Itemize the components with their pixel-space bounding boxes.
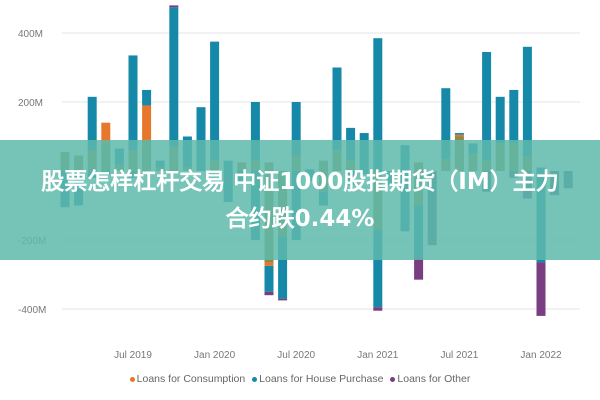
- y-tick-label: 200M: [18, 98, 43, 109]
- legend-dot-icon: [252, 376, 258, 382]
- bar-segment-jan-2021[interactable]: [373, 38, 383, 171]
- legend-item-house-purchase[interactable]: Loans for House Purchase: [252, 373, 383, 385]
- bar-segment-jun-2020[interactable]: [278, 236, 288, 299]
- bar-segment-jan-2021[interactable]: [373, 229, 383, 308]
- bar-segment-oct-2020[interactable]: [332, 67, 342, 151]
- x-tick-label: Jan 2022: [520, 350, 562, 361]
- bar-segment-jan-2022[interactable]: [536, 262, 546, 316]
- bar-segment-jan-2021[interactable]: [373, 307, 383, 311]
- bar-segment-nov-2021[interactable]: [509, 89, 519, 144]
- bar-segment-dec-2021[interactable]: [522, 46, 532, 158]
- x-tick-label: Jan 2021: [357, 350, 399, 361]
- x-tick-label: Jul 2019: [114, 350, 152, 361]
- bar-segment-aug-2019[interactable]: [142, 105, 152, 140]
- bar-segment-oct-2019[interactable]: [169, 7, 179, 147]
- chart-legend: Loans for Consumption Loans for House Pu…: [0, 373, 600, 385]
- bar-segment-may-2019[interactable]: [101, 122, 111, 144]
- bar-segment-jun-2020[interactable]: [278, 298, 288, 301]
- x-tick-label: Jan 2020: [194, 350, 236, 361]
- headline-banner: 股票怎样杠杆交易 中证1000股指期货（IM）主力 合约跌0.44%: [0, 140, 600, 260]
- y-tick-label: -400M: [18, 305, 46, 316]
- bar-segment-apr-2021[interactable]: [414, 257, 424, 280]
- y-tick-label: 400M: [18, 29, 43, 40]
- headline-line-1: 股票怎样杠杆交易 中证1000股指期货（IM）主力: [41, 169, 559, 195]
- bar-segment-jun-2021[interactable]: [441, 88, 451, 159]
- bar-segment-jan-2020[interactable]: [210, 41, 220, 161]
- bar-segment-dec-2019[interactable]: [196, 107, 206, 171]
- legend-item-other[interactable]: Loans for Other: [390, 373, 470, 385]
- bar-segment-jul-2019[interactable]: [128, 55, 138, 151]
- bar-segment-jul-2021[interactable]: [454, 134, 464, 137]
- bar-segment-sep-2021[interactable]: [482, 51, 492, 161]
- headline-line-2: 合约跌0.44%: [225, 206, 375, 232]
- legend-dot-icon: [390, 376, 396, 382]
- bar-segment-apr-2019[interactable]: [87, 96, 97, 151]
- bar-segment-may-2020[interactable]: [264, 291, 274, 296]
- bar-segment-may-2020[interactable]: [264, 265, 274, 292]
- bar-segment-aug-2019[interactable]: [142, 89, 152, 106]
- bar-segment-may-2020[interactable]: [264, 262, 274, 266]
- legend-dot-icon: [129, 376, 135, 382]
- bar-segment-apr-2020[interactable]: [250, 102, 260, 161]
- legend-item-consumption[interactable]: Loans for Consumption: [129, 373, 245, 385]
- bar-segment-oct-2021[interactable]: [495, 96, 505, 144]
- x-tick-label: Jul 2021: [440, 350, 478, 361]
- bar-segment-oct-2019[interactable]: [169, 5, 179, 8]
- bar-segment-jul-2020[interactable]: [291, 102, 301, 156]
- bar-segment-jul-2021[interactable]: [454, 133, 464, 135]
- x-tick-label: Jul 2020: [277, 350, 315, 361]
